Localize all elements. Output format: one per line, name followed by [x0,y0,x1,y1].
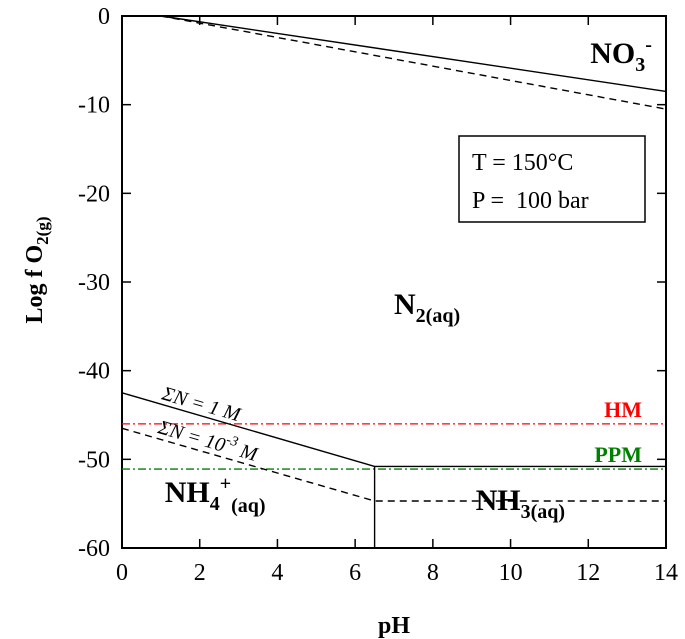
region-labels: NO3-N2(aq)NH4+(aq) NH3(aq) [165,34,652,523]
region-label-main: N [394,288,416,321]
region-label-sup: - [645,34,652,56]
reference-lines [122,423,666,470]
boundary-line-solid [160,15,667,93]
region-label-sub: 2(aq) [416,305,460,327]
region-label-main: NH [165,476,210,509]
x-tick-label: 14 [654,560,678,586]
region-label-sub: 4 [210,493,220,515]
pressure-label: P = 100 bar [472,188,589,214]
x-tick-label: 2 [194,560,206,586]
y-tick-label: -30 [78,270,110,296]
y-tick-label: -40 [78,359,110,385]
region-label-nh: NH3(aq) [476,484,565,523]
region-label-sup: + [220,473,231,495]
boundary-label-base: ΣN = 10 [155,416,228,457]
y-tick-label: -50 [78,447,110,473]
y-tick-label: -10 [78,93,110,119]
x-tick-label: 6 [349,560,361,586]
y-tick-label: -60 [78,536,110,562]
x-tick-label: 10 [499,560,523,586]
y-axis-label-main: Log f O [22,245,48,324]
conditions-box [458,135,646,223]
reference-label-ppm: PPM [594,442,642,467]
x-tick-label: 8 [427,560,439,586]
x-tick-label: 12 [576,560,600,586]
temperature-label: T = 150°C [472,150,573,176]
x-tick-label: 4 [271,560,283,586]
plot-frame [121,15,667,549]
reference-label-hm: HM [604,397,642,422]
region-label-no: NO3- [590,34,652,76]
boundary-label-exponent: -3 [224,433,239,451]
region-label-sub: 3 [635,54,645,76]
axis-ticks [121,15,667,549]
region-label-n: N2(aq) [394,288,460,327]
y-tick-label: -20 [78,181,110,207]
boundary-label-unit: M [233,439,261,467]
region-label-main: NH [476,484,521,517]
y-axis-label-sub: 2(g) [33,217,52,245]
boundary-line-dashed [121,427,666,502]
phase-boundaries [121,15,667,548]
axis-tick-labels: 0 2 4 6 8 10 12 14 0 -10 -20 -30 -40 -50 -60 [78,4,678,586]
reference-line-labels: HM PPM [594,397,642,467]
boundary-line-dashed [160,15,667,110]
boundary-label: ΣN = 10-3 M [155,413,262,466]
x-axis-label: pH [378,613,410,639]
region-label-main: NO [590,37,635,70]
region-label-sub: 3(aq) [521,501,565,523]
region-label-nh: NH4+(aq) [165,473,266,517]
y-tick-label: 0 [98,4,110,30]
x-tick-label: 0 [116,560,128,586]
region-label-phase: (aq) [231,495,265,517]
y-axis-label: Log f O2(g) [22,217,52,324]
